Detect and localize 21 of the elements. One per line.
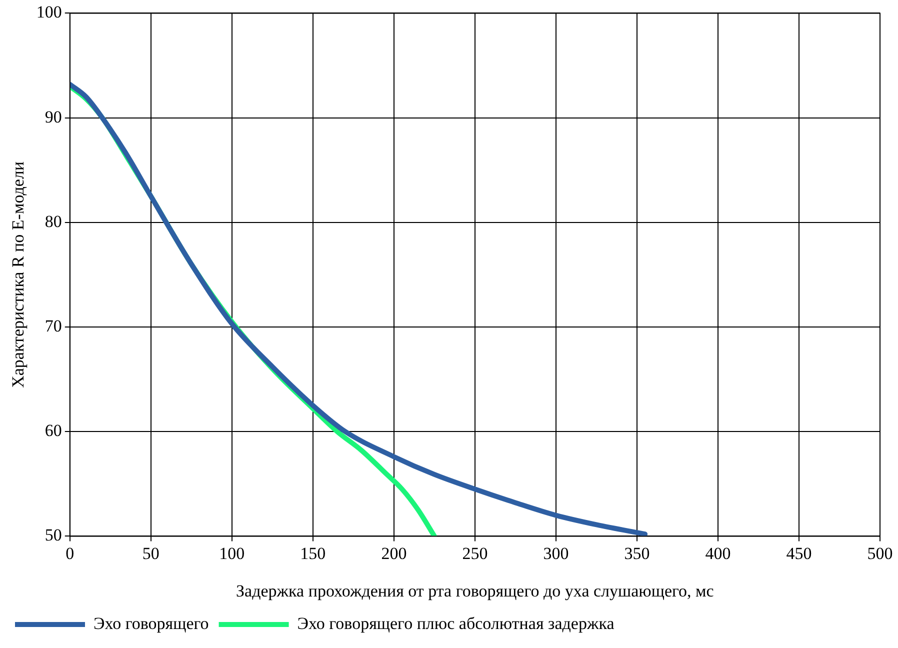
x-tick-label: 0 xyxy=(66,544,74,563)
x-tick-label: 100 xyxy=(219,544,245,563)
x-tick-label: 250 xyxy=(462,544,488,563)
y-tick-label: 90 xyxy=(44,107,62,126)
y-tick-label: 70 xyxy=(44,316,62,336)
x-axis-title: Задержка прохождения от рта говорящего до уха слушающего, мс xyxy=(236,581,714,600)
y-tick-label: 60 xyxy=(44,421,62,440)
x-tick-label: 300 xyxy=(543,544,569,563)
y-tick-label: 100 xyxy=(36,2,62,22)
legend-label: Эхо говорящего плюс абсолютная задержка xyxy=(297,614,615,633)
x-tick-label: 500 xyxy=(867,544,893,563)
x-tick-label: 400 xyxy=(705,544,731,563)
legend-label: Эхо говорящего xyxy=(94,614,209,633)
y-axis-title: Характеристика R по E-модели xyxy=(8,162,28,388)
x-tick-label: 350 xyxy=(624,544,650,563)
x-tick-label: 50 xyxy=(142,544,160,563)
x-tick-label: 450 xyxy=(786,544,812,563)
y-tick-label: 50 xyxy=(44,526,62,545)
y-tick-label: 80 xyxy=(44,212,62,231)
x-tick-label: 200 xyxy=(381,544,407,563)
x-tick-label: 150 xyxy=(300,544,326,563)
